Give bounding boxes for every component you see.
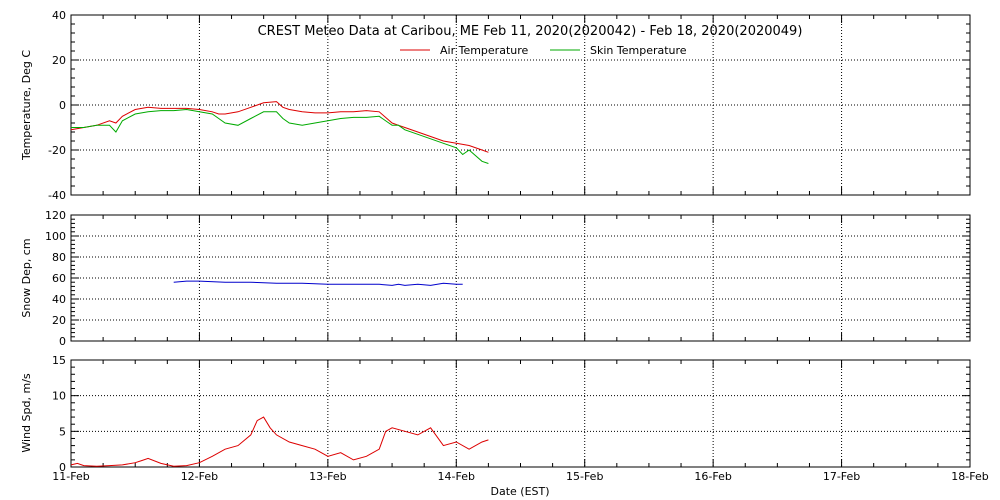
- x-tick-label: 15-Feb: [566, 470, 603, 483]
- x-axis-label: Date (EST): [490, 485, 549, 498]
- legend-label-skin-temperature: Skin Temperature: [590, 44, 687, 57]
- panel-wind-speed: 15 10 5 0 Wind Spd, m/s: [20, 354, 971, 474]
- panel-snow-depth-series: [173, 280, 463, 286]
- panel-wind-speed-ytick-label: 15: [52, 354, 66, 367]
- panel-snow-depth-series-0: [173, 280, 463, 286]
- x-tick-label: 14-Feb: [438, 470, 475, 483]
- panel-temperature-series: [70, 101, 489, 164]
- panel-wind-speed-ticks: 15 10 5 0: [52, 354, 971, 474]
- panel-snow-depth-ytick-label: 40: [52, 293, 66, 306]
- panel-temperature-ylabel: Temperature, Deg C: [20, 50, 33, 161]
- chart-title: CREST Meteo Data at Caribou, ME Feb 11, …: [258, 24, 803, 39]
- panel-snow-depth-ytick-label: 20: [52, 314, 66, 327]
- panel-snow-depth-ylabel: Snow Dep, cm: [20, 238, 33, 317]
- panel-wind-speed-ytick-label: 5: [59, 425, 66, 438]
- x-tick-label: 16-Feb: [694, 470, 731, 483]
- panel-wind-speed-frame: [70, 359, 971, 468]
- panel-snow-depth-ytick-label: 80: [52, 251, 66, 264]
- x-tick-label: 12-Feb: [181, 470, 218, 483]
- panel-wind-speed-ytick-label: 0: [59, 461, 66, 474]
- panel-temperature-ticks: 40 20 0 -20 -40: [48, 9, 971, 202]
- panel-temperature-ytick-label: 0: [59, 99, 66, 112]
- panel-wind-speed-series: [70, 416, 489, 467]
- panel-temperature-ytick-label: -40: [48, 189, 66, 202]
- panel-wind-speed-ytick-label: 10: [52, 390, 66, 403]
- legend: Air Temperature Skin Temperature: [400, 44, 687, 57]
- panel-wind-speed-ylabel: Wind Spd, m/s: [20, 373, 33, 453]
- panel-snow-depth-ytick-label: 100: [45, 230, 66, 243]
- panel-snow-depth-grid: [71, 215, 970, 341]
- panel-temperature-grid: [71, 15, 970, 195]
- panel-wind-speed-series-0: [70, 416, 489, 467]
- panel-temperature-ytick-label: 40: [52, 9, 66, 22]
- panel-snow-depth-ytick-label: 60: [52, 272, 66, 285]
- panel-temperature-frame: [70, 14, 971, 196]
- panel-temperature-ytick-label: 20: [52, 54, 66, 67]
- panel-temperature-series-0: [70, 101, 489, 153]
- panel-temperature-ytick-label: -20: [48, 144, 66, 157]
- panel-snow-depth-ytick-label: 0: [59, 335, 66, 348]
- x-tick-label: 13-Feb: [309, 470, 346, 483]
- panel-temperature: 40 20 0 -20 -40 Temperature, Deg C Air Tempe…: [20, 9, 971, 202]
- panel-snow-depth-ticks: 120 100 80 60 40 20 0: [45, 209, 971, 348]
- panel-temperature-series-1: [71, 108, 489, 164]
- panel-snow-depth: 120 100 80 60 40 20 0 Snow Dep, cm: [20, 209, 971, 348]
- panel-wind-speed-grid: [71, 360, 970, 467]
- panel-snow-depth-frame: [70, 214, 971, 342]
- x-tick-label: 11-Feb: [52, 470, 89, 483]
- panel-snow-depth-ytick-label: 120: [45, 209, 66, 222]
- x-tick-labels: 11-Feb 12-Feb 13-Feb 14-Feb 15-Feb 16-Feb 17-F…: [52, 470, 988, 483]
- legend-label-air-temperature: Air Temperature: [440, 44, 529, 57]
- x-tick-label: 18-Feb: [951, 470, 988, 483]
- x-tick-label: 17-Feb: [823, 470, 860, 483]
